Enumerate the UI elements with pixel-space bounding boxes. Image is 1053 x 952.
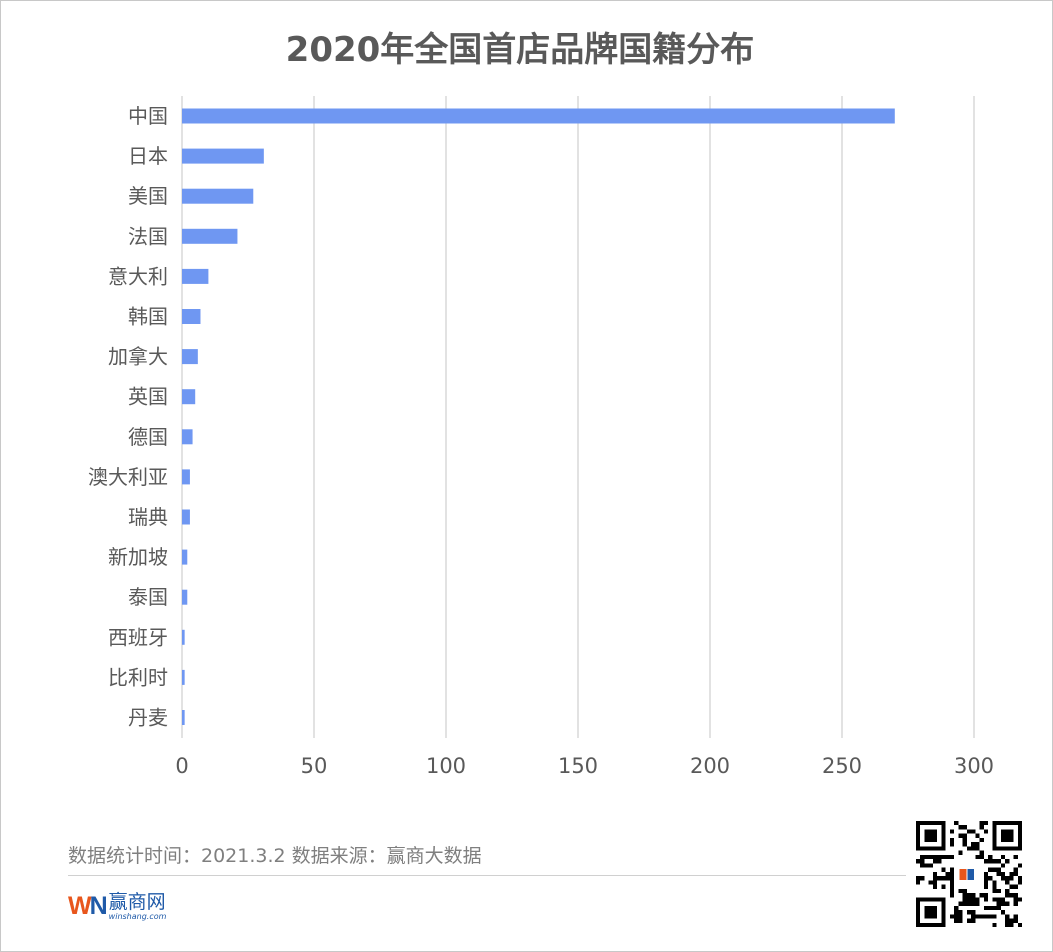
category-label: 意大利 bbox=[108, 264, 168, 288]
category-label: 英国 bbox=[128, 385, 168, 409]
logo-mark-w: W bbox=[68, 892, 92, 920]
category-label: 加拿大 bbox=[108, 345, 168, 369]
x-tick-labels: 0 50 100 150 200 250 300 bbox=[175, 754, 994, 778]
bar-意大利 bbox=[182, 268, 209, 284]
bar-德国 bbox=[182, 429, 193, 445]
category-label: 新加坡 bbox=[108, 545, 168, 569]
x-tick-label: 50 bbox=[301, 754, 328, 778]
bar-美国 bbox=[182, 188, 254, 204]
footer-note: 数据统计时间：2021.3.2 数据来源：赢商大数据 bbox=[68, 845, 482, 867]
category-label: 比利时 bbox=[108, 665, 168, 689]
bar-韩国 bbox=[182, 309, 201, 324]
bar-丹麦 bbox=[182, 710, 185, 725]
category-label: 丹麦 bbox=[128, 706, 168, 730]
bar-中国 bbox=[182, 108, 895, 124]
logo-mark-n: N bbox=[89, 892, 108, 920]
x-tick-label: 300 bbox=[954, 754, 994, 778]
chart-title: 2020年全国首店品牌国籍分布 bbox=[285, 30, 755, 70]
bar-比利时 bbox=[182, 669, 185, 685]
category-label: 瑞典 bbox=[128, 505, 168, 529]
x-tick-label: 0 bbox=[175, 754, 188, 778]
bar-英国 bbox=[182, 389, 196, 405]
x-tick-label: 150 bbox=[558, 754, 598, 778]
logo-name: 赢商网 bbox=[108, 890, 166, 913]
bar-chart: 中国日本美国法国意大利韩国加拿大英国德国澳大利亚瑞典新加坡泰国西班牙比利时丹麦 … bbox=[88, 96, 994, 778]
logo-text: 赢商网 winshang.com bbox=[108, 890, 167, 921]
category-label: 法国 bbox=[128, 224, 168, 248]
category-label: 澳大利亚 bbox=[88, 465, 168, 489]
x-tick-label: 100 bbox=[426, 754, 466, 778]
bar-瑞典 bbox=[182, 509, 190, 525]
logo-url: winshang.com bbox=[108, 911, 167, 921]
category-label: 德国 bbox=[128, 425, 168, 449]
grid-layer bbox=[181, 96, 975, 738]
bar-澳大利亚 bbox=[182, 469, 190, 485]
bar-西班牙 bbox=[182, 629, 185, 645]
category-label: 中国 bbox=[128, 104, 168, 128]
bar-layer bbox=[182, 108, 895, 725]
bar-加拿大 bbox=[182, 349, 198, 365]
logo-mark: WN bbox=[68, 892, 108, 921]
bar-日本 bbox=[182, 148, 264, 164]
category-label: 西班牙 bbox=[108, 625, 168, 649]
category-label: 日本 bbox=[128, 144, 168, 168]
category-label: 美国 bbox=[128, 184, 168, 208]
category-label: 泰国 bbox=[128, 585, 168, 609]
bar-泰国 bbox=[182, 589, 188, 605]
footer-divider bbox=[68, 875, 906, 876]
bar-法国 bbox=[182, 228, 238, 244]
bar-新加坡 bbox=[182, 549, 188, 565]
brand-logo: WN 赢商网 winshang.com bbox=[68, 892, 166, 921]
category-label: 韩国 bbox=[128, 305, 168, 329]
x-tick-label: 250 bbox=[822, 754, 862, 778]
x-tick-label: 200 bbox=[690, 754, 730, 778]
qr-code-icon bbox=[916, 821, 1022, 927]
